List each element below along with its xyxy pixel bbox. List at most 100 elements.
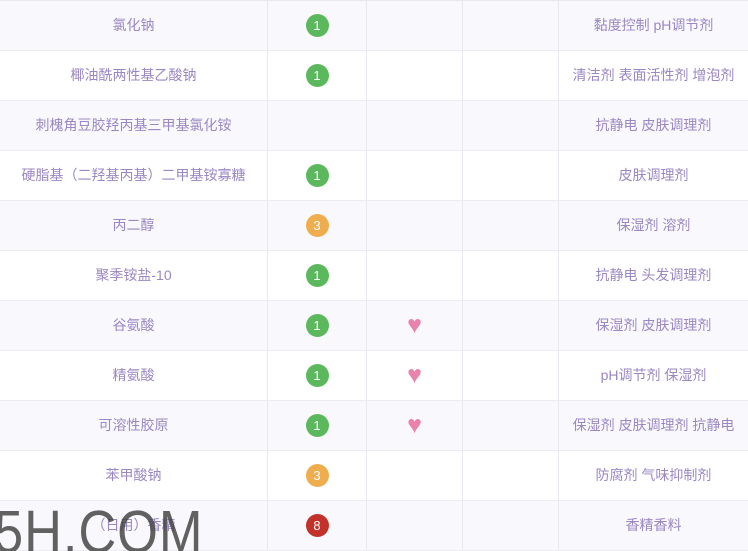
ingredient-functions: 抗静电 头发调理剂	[595, 267, 712, 284]
table-row: 可溶性胶原 1 ♥ 保湿剂 皮肤调理剂 抗静电	[0, 401, 748, 451]
ingredient-name-cell: 苯甲酸钠	[0, 451, 268, 500]
table-row: 聚季铵盐-10 1 抗静电 头发调理剂	[0, 251, 748, 301]
favorite-cell	[367, 1, 463, 50]
safety-score-cell: 1	[268, 51, 367, 100]
functions-cell: 抗静电 皮肤调理剂	[559, 101, 748, 150]
ingredient-name[interactable]: 可溶性胶原	[98, 417, 169, 434]
safety-score-badge: 1	[305, 364, 329, 387]
favorite-cell	[367, 201, 463, 250]
empty-cell	[463, 51, 559, 100]
ingredient-name[interactable]: 谷氨酸	[112, 317, 155, 334]
favorite-cell	[367, 151, 463, 200]
safety-score-cell: 3	[268, 201, 367, 250]
favorite-cell	[367, 51, 463, 100]
favorite-cell: ♥	[367, 301, 463, 350]
empty-cell	[463, 101, 559, 150]
functions-cell: 清洁剂 表面活性剂 增泡剂	[559, 51, 748, 100]
safety-score-cell: 1	[268, 401, 367, 450]
favorite-cell	[367, 251, 463, 300]
favorite-cell: ♥	[367, 351, 463, 400]
ingredient-functions: 保湿剂 皮肤调理剂 抗静电	[572, 417, 735, 434]
safety-score-badge: 1	[305, 164, 329, 187]
ingredient-name[interactable]: 精氨酸	[112, 367, 155, 384]
heart-icon: ♥	[407, 311, 422, 339]
ingredient-functions: 香精香料	[625, 517, 682, 534]
ingredient-name[interactable]: 氯化钠	[112, 17, 155, 34]
ingredient-functions: 保湿剂 溶剂	[616, 217, 691, 234]
table-row: （日用）香精 8 香精香料	[0, 501, 748, 551]
ingredient-name-cell: 聚季铵盐-10	[0, 251, 268, 300]
safety-score-cell	[268, 101, 367, 150]
empty-cell	[463, 201, 559, 250]
ingredient-name-cell: 硬脂基（二羟基丙基）二甲基铵寡糖	[0, 151, 268, 200]
safety-score-badge: 3	[305, 464, 329, 487]
ingredient-name-cell: 可溶性胶原	[0, 401, 268, 450]
ingredient-functions: 黏度控制 pH调节剂	[593, 17, 714, 34]
heart-icon: ♥	[407, 361, 422, 389]
functions-cell: 保湿剂 溶剂	[559, 201, 748, 250]
ingredient-name-cell: 刺槐角豆胶羟丙基三甲基氯化铵	[0, 101, 268, 150]
ingredient-name-cell: 精氨酸	[0, 351, 268, 400]
ingredient-functions: 清洁剂 表面活性剂 增泡剂	[572, 67, 735, 84]
ingredient-name-cell: 丙二醇	[0, 201, 268, 250]
safety-score-cell: 3	[268, 451, 367, 500]
safety-score-cell: 8	[268, 501, 367, 550]
ingredient-name[interactable]: 苯甲酸钠	[105, 467, 162, 484]
table-row: 氯化钠 1 黏度控制 pH调节剂	[0, 1, 748, 51]
table-row: 精氨酸 1 ♥ pH调节剂 保湿剂	[0, 351, 748, 401]
favorite-cell	[367, 451, 463, 500]
heart-icon: ♥	[407, 411, 422, 439]
functions-cell: 香精香料	[559, 501, 748, 550]
ingredient-functions: 防腐剂 气味抑制剂	[595, 467, 712, 484]
functions-cell: pH调节剂 保湿剂	[559, 351, 748, 400]
ingredient-name[interactable]: （日用）香精	[91, 517, 176, 534]
ingredient-name[interactable]: 硬脂基（二羟基丙基）二甲基铵寡糖	[21, 167, 246, 184]
table-row: 硬脂基（二羟基丙基）二甲基铵寡糖 1 皮肤调理剂	[0, 151, 748, 201]
empty-cell	[463, 301, 559, 350]
ingredient-name-cell: 椰油酰两性基乙酸钠	[0, 51, 268, 100]
table-row: 谷氨酸 1 ♥ 保湿剂 皮肤调理剂	[0, 301, 748, 351]
empty-cell	[463, 1, 559, 50]
table-row: 丙二醇 3 保湿剂 溶剂	[0, 201, 748, 251]
table-row: 苯甲酸钠 3 防腐剂 气味抑制剂	[0, 451, 748, 501]
safety-score-badge: 1	[305, 64, 329, 87]
ingredient-functions: 保湿剂 皮肤调理剂	[595, 317, 712, 334]
ingredient-name-cell: 氯化钠	[0, 1, 268, 50]
functions-cell: 黏度控制 pH调节剂	[559, 1, 748, 50]
ingredient-name[interactable]: 聚季铵盐-10	[95, 267, 172, 284]
functions-cell: 保湿剂 皮肤调理剂	[559, 301, 748, 350]
ingredient-functions: 皮肤调理剂	[618, 167, 689, 184]
empty-cell	[463, 351, 559, 400]
safety-score-badge: 1	[305, 414, 329, 437]
favorite-cell	[367, 501, 463, 550]
favorite-cell	[367, 101, 463, 150]
empty-cell	[463, 451, 559, 500]
empty-cell	[463, 401, 559, 450]
ingredient-name-cell: （日用）香精	[0, 501, 268, 550]
safety-score-badge: 3	[305, 214, 329, 237]
ingredient-functions: 抗静电 皮肤调理剂	[595, 117, 712, 134]
safety-score-cell: 1	[268, 251, 367, 300]
safety-score-cell: 1	[268, 301, 367, 350]
empty-cell	[463, 501, 559, 550]
ingredient-functions: pH调节剂 保湿剂	[600, 367, 707, 384]
functions-cell: 防腐剂 气味抑制剂	[559, 451, 748, 500]
safety-score-badge: 1	[305, 264, 329, 287]
safety-score-cell: 1	[268, 1, 367, 50]
ingredient-name[interactable]: 丙二醇	[112, 217, 155, 234]
ingredient-name[interactable]: 椰油酰两性基乙酸钠	[70, 67, 197, 84]
functions-cell: 皮肤调理剂	[559, 151, 748, 200]
functions-cell: 保湿剂 皮肤调理剂 抗静电	[559, 401, 748, 450]
empty-cell	[463, 151, 559, 200]
safety-score-badge: 8	[305, 514, 329, 537]
safety-score-cell: 1	[268, 151, 367, 200]
ingredient-name[interactable]: 刺槐角豆胶羟丙基三甲基氯化铵	[35, 117, 232, 134]
safety-score-badge: 1	[305, 314, 329, 337]
ingredient-name-cell: 谷氨酸	[0, 301, 268, 350]
table-row: 椰油酰两性基乙酸钠 1 清洁剂 表面活性剂 增泡剂	[0, 51, 748, 101]
favorite-cell: ♥	[367, 401, 463, 450]
empty-cell	[463, 251, 559, 300]
safety-score-cell: 1	[268, 351, 367, 400]
